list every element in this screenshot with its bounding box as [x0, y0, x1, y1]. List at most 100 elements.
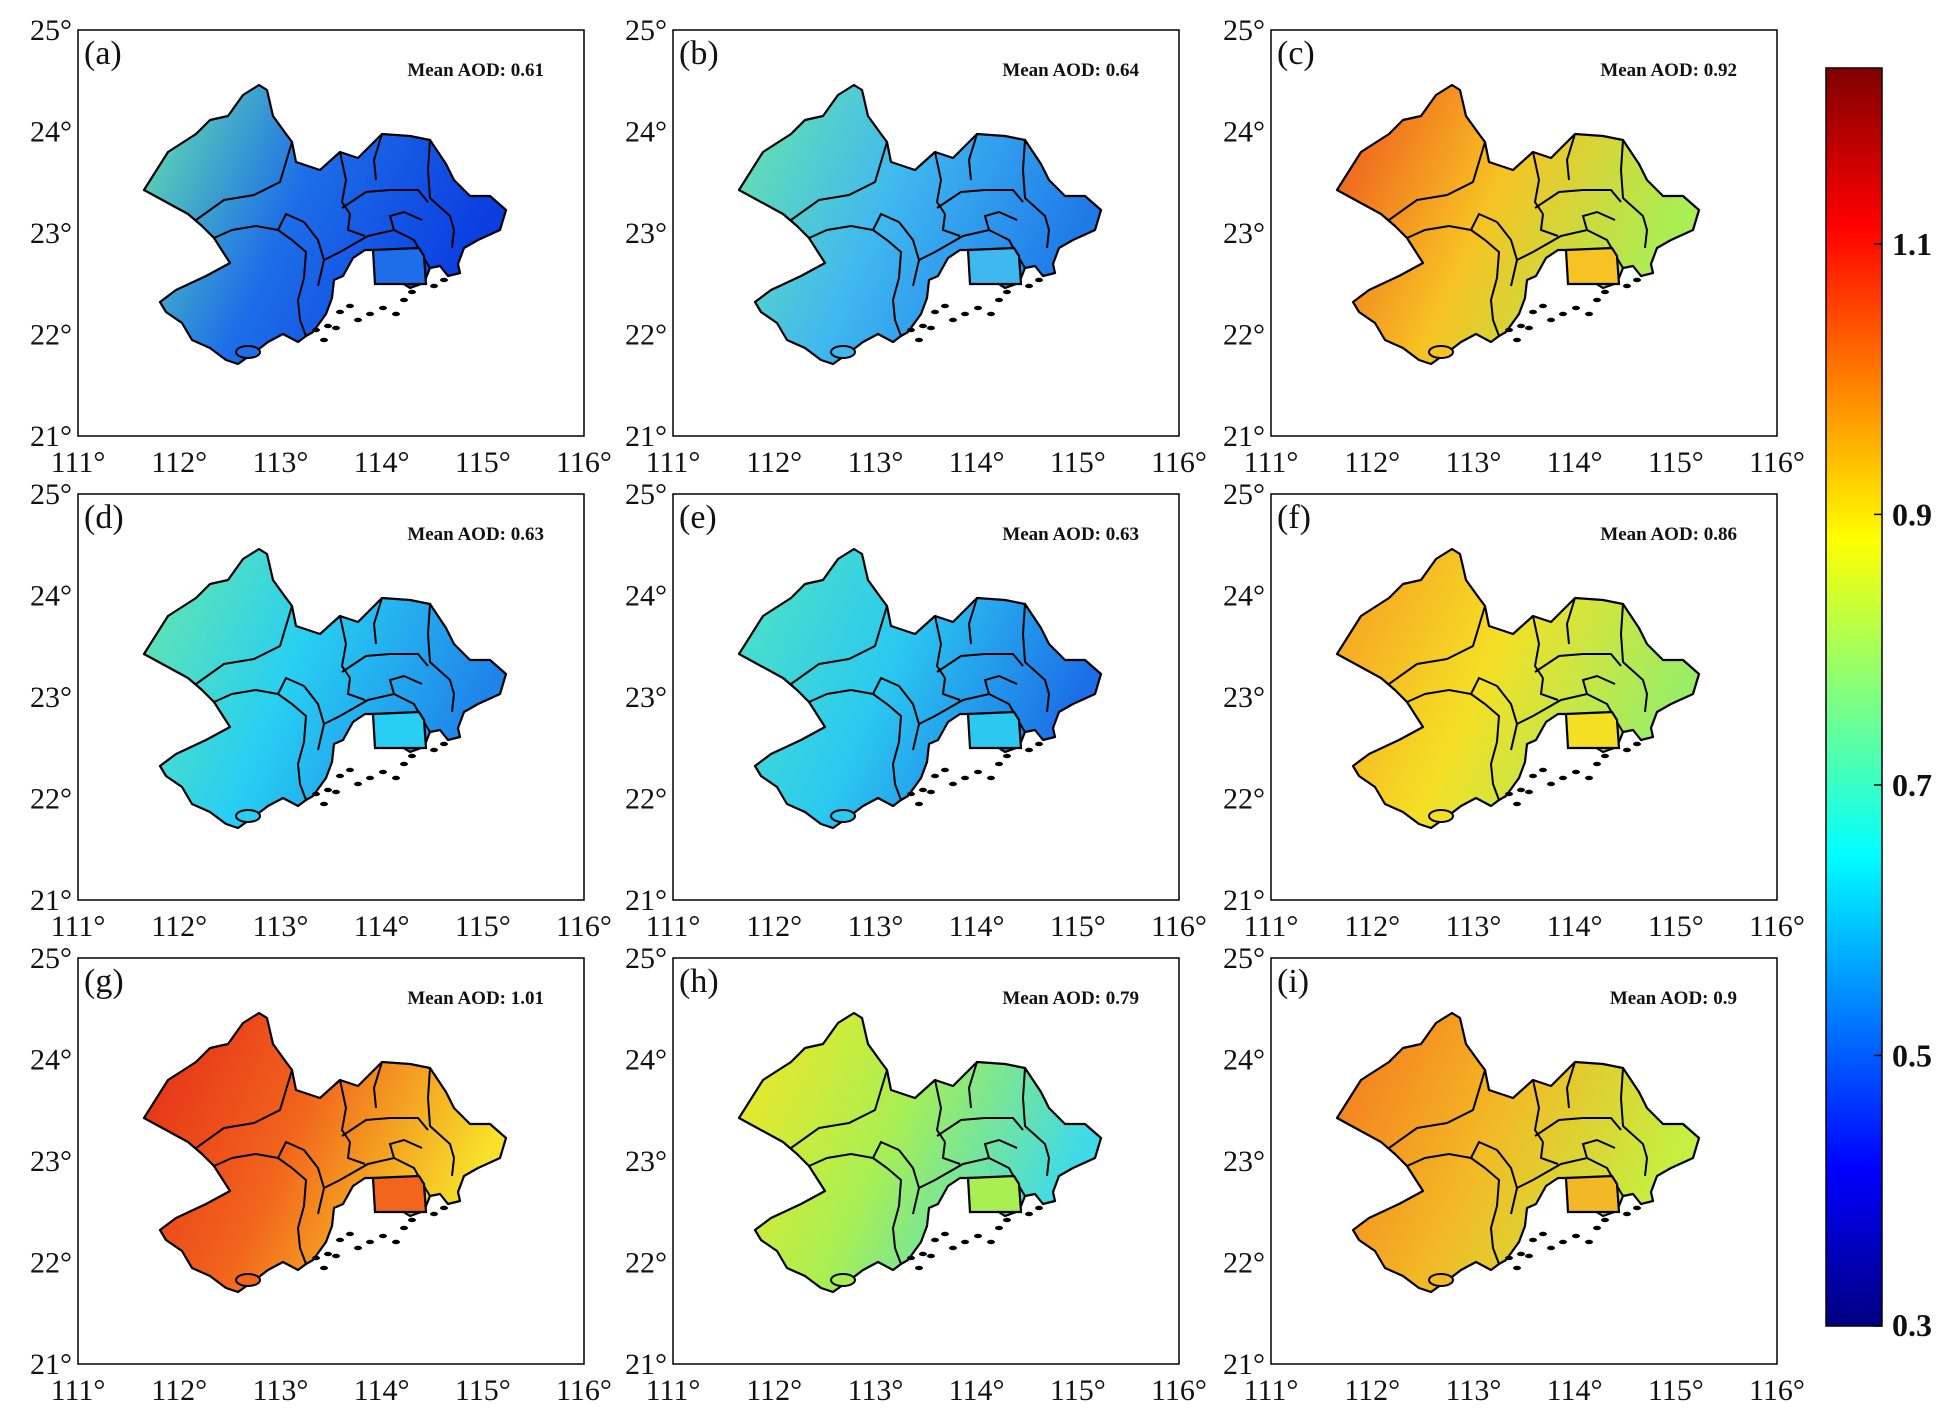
district-boundary: [1388, 1069, 1486, 1149]
district-boundary: [372, 597, 383, 645]
island-mark: [332, 789, 340, 795]
district-boundary: [941, 1141, 961, 1165]
district-boundary: [1021, 1067, 1051, 1177]
lat-tick-label: 25°: [625, 14, 667, 47]
island-mark: [1572, 1233, 1580, 1239]
lat-tick-label: 22°: [625, 783, 667, 816]
lon-tick-label: 112°: [746, 910, 802, 943]
lon-tick-label: 116°: [1151, 910, 1207, 943]
island-mark: [1559, 775, 1567, 781]
lat-tick-label: 22°: [30, 783, 72, 816]
island-mark: [1517, 1251, 1525, 1257]
district-boundary: [1539, 213, 1559, 237]
map-panel: (h) Mean AOD: 0.79 21° 22° 23° 24° 25° 111° 112°…: [625, 942, 1207, 1407]
island-mark: [1025, 1211, 1033, 1217]
island-mark: [1633, 1205, 1641, 1211]
lat-tick-label: 23°: [1223, 217, 1265, 250]
district-boundary: [1619, 139, 1649, 249]
lon-tick-label: 111°: [646, 446, 701, 479]
island-mark: [1505, 1255, 1513, 1261]
region-shape: [1335, 83, 1701, 366]
lat-tick-label: 24°: [625, 1044, 667, 1077]
district-boundary: [936, 1117, 1024, 1137]
district-boundary: [808, 1140, 900, 1167]
lon-tick-label: 115°: [1050, 446, 1106, 479]
island-mark: [336, 773, 344, 779]
district-boundary: [1534, 189, 1622, 209]
island-mark: [1547, 317, 1555, 323]
lat-tick-label: 25°: [1223, 14, 1265, 47]
island-mark: [1623, 283, 1631, 289]
lat-tick-label: 24°: [30, 580, 72, 613]
lon-tick-label: 114°: [949, 910, 1005, 943]
island-mark: [1585, 311, 1593, 317]
island-mark: [354, 1245, 362, 1251]
mean-aod-label: Mean AOD: 0.86: [1600, 524, 1737, 545]
lon-tick-label: 114°: [354, 910, 410, 943]
island-mark: [974, 305, 982, 311]
lat-tick-label: 22°: [1223, 1247, 1265, 1280]
island-mark: [400, 297, 408, 303]
lon-tick-label: 113°: [1445, 910, 1501, 943]
island-mark: [1003, 1217, 1011, 1223]
district-boundary: [983, 1138, 1018, 1159]
district-boundary: [1532, 615, 1544, 679]
island-mark: [915, 1265, 923, 1271]
map-panel: (b) Mean AOD: 0.64 21° 22° 23° 24° 25° 111° 112°…: [625, 14, 1207, 479]
lat-tick-label: 24°: [625, 116, 667, 149]
lon-tick-label: 113°: [1445, 446, 1501, 479]
island-mark: [1035, 277, 1043, 283]
district-boundary: [898, 1149, 921, 1215]
panel-label: (e): [679, 499, 717, 536]
lat-tick-label: 21°: [30, 420, 72, 453]
map-panel: (d) Mean AOD: 0.63 21° 22° 23° 24° 25° 111° 112°…: [30, 478, 612, 943]
district-boundary: [1532, 151, 1544, 215]
island-mark: [320, 801, 328, 807]
lon-tick-label: 115°: [1050, 910, 1106, 943]
district-boundary: [426, 1067, 456, 1177]
lon-tick-label: 114°: [354, 446, 410, 479]
island-mark: [1559, 311, 1567, 317]
lon-tick-label: 112°: [1344, 1374, 1400, 1407]
district-boundary: [1470, 693, 1501, 801]
hong-kong-area: [966, 246, 1023, 286]
lat-tick-label: 24°: [30, 116, 72, 149]
lat-tick-label: 24°: [1223, 116, 1265, 149]
district-boundary: [1406, 676, 1498, 703]
district-boundary: [213, 212, 305, 239]
lat-tick-label: 24°: [1223, 580, 1265, 613]
island-mark: [830, 345, 856, 359]
island-mark: [919, 787, 927, 793]
lon-tick-label: 113°: [847, 910, 903, 943]
region-shape: [1335, 547, 1701, 830]
island-mark: [919, 323, 927, 329]
island-mark: [1623, 1211, 1631, 1217]
lon-tick-label: 116°: [1749, 446, 1805, 479]
lon-tick-label: 111°: [1244, 1374, 1299, 1407]
mean-aod-label: Mean AOD: 0.63: [1002, 524, 1139, 545]
lon-tick-label: 114°: [354, 1374, 410, 1407]
hong-kong-area: [1564, 710, 1621, 750]
district-boundary: [983, 210, 1018, 231]
lat-tick-label: 22°: [625, 319, 667, 352]
island-mark: [366, 311, 374, 317]
district-boundary: [934, 151, 946, 215]
island-mark: [830, 809, 856, 823]
island-mark: [1529, 309, 1537, 315]
district-boundary: [1470, 1157, 1501, 1265]
district-boundary: [934, 615, 946, 679]
lon-tick-label: 115°: [1648, 910, 1704, 943]
district-boundary: [1565, 133, 1576, 181]
island-mark: [995, 297, 1003, 303]
island-mark: [1539, 1231, 1547, 1237]
island-mark: [320, 337, 328, 343]
district-boundary: [213, 676, 305, 703]
island-mark: [430, 747, 438, 753]
lat-tick-label: 25°: [625, 478, 667, 511]
island-mark: [400, 1225, 408, 1231]
island-mark: [941, 767, 949, 773]
lon-tick-label: 116°: [556, 910, 612, 943]
island-mark: [235, 1273, 261, 1287]
mean-aod-label: Mean AOD: 0.92: [1600, 60, 1737, 81]
island-mark: [1572, 769, 1580, 775]
